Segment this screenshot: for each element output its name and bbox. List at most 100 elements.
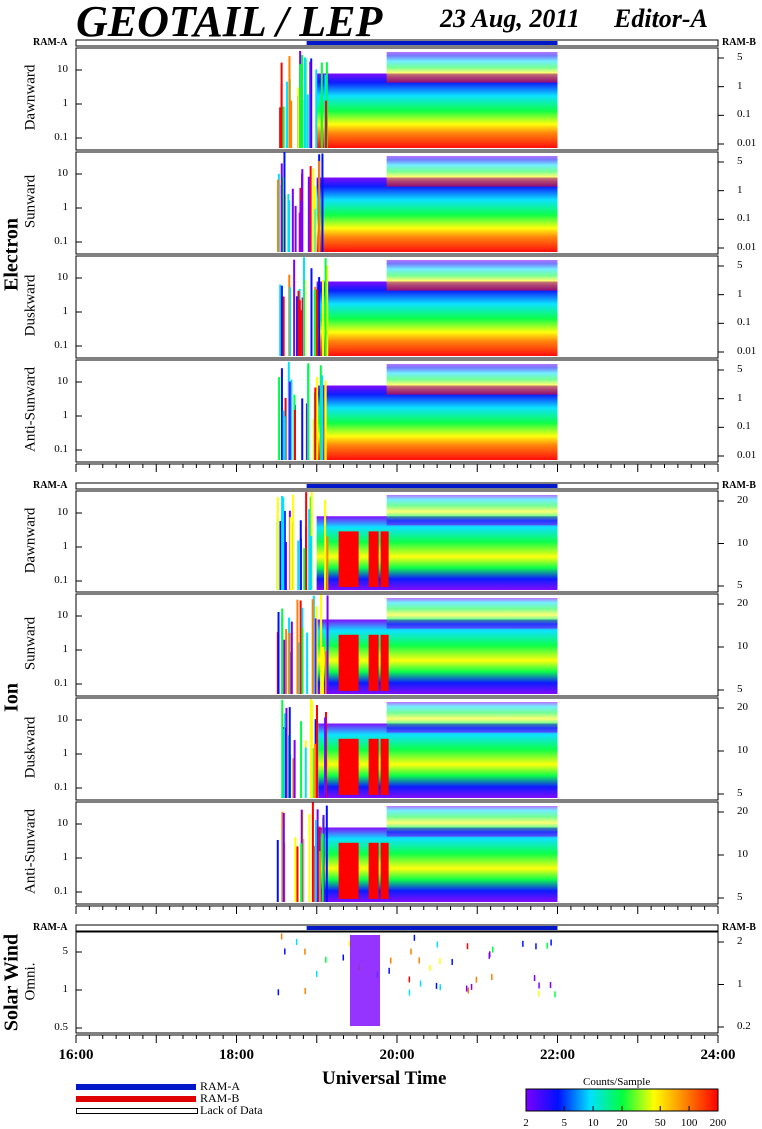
data-streak — [306, 94, 309, 148]
data-streak — [276, 839, 279, 902]
data-streak — [475, 976, 478, 983]
data-streak — [279, 521, 282, 590]
data-streak — [321, 833, 324, 902]
data-streak — [429, 964, 431, 971]
data-streak — [279, 284, 282, 356]
data-streak — [312, 595, 315, 694]
y-tick-label: 10 — [57, 375, 68, 387]
data-streak — [322, 280, 325, 356]
heatmap-upper — [386, 806, 558, 837]
data-streak — [318, 851, 321, 902]
data-streak — [301, 398, 304, 460]
right-tick-label: 20 — [737, 597, 748, 609]
heatmap-upper — [386, 156, 558, 187]
ram-a-label: RAM-A — [33, 922, 68, 933]
right-tick-label: 20 — [737, 805, 748, 817]
data-streak — [314, 743, 317, 798]
data-streak — [297, 540, 300, 590]
panel-label-sunward: Sunward — [22, 174, 39, 229]
data-streak — [292, 494, 295, 590]
legend-ram-b-label: RAM-B — [200, 1091, 240, 1105]
data-streak — [533, 975, 536, 982]
data-streak — [538, 982, 540, 989]
right-tick-label: 1 — [737, 977, 743, 990]
data-streak — [292, 758, 295, 798]
x-tick-label: 22:00 — [540, 1047, 575, 1063]
y-tick-label: 0.1 — [54, 235, 68, 247]
data-streak — [316, 970, 318, 977]
colorbar-tick-label: 100 — [680, 1117, 698, 1129]
data-streak — [325, 956, 327, 963]
y-tick-label: 1 — [62, 97, 69, 109]
heatmap-body — [316, 281, 558, 356]
data-streak — [309, 698, 312, 798]
right-tick-label: 10 — [737, 536, 748, 549]
ion-burst — [338, 842, 359, 899]
data-streak — [550, 939, 552, 946]
data-streak — [308, 813, 311, 902]
y-tick-label: 0.1 — [54, 574, 68, 586]
data-streak — [280, 368, 283, 460]
data-streak — [408, 976, 411, 983]
data-streak — [310, 268, 313, 356]
data-streak — [312, 168, 315, 252]
data-streak — [439, 958, 441, 965]
data-streak — [284, 948, 286, 955]
data-streak — [439, 984, 441, 991]
data-streak — [408, 989, 411, 996]
data-streak — [451, 958, 453, 965]
right-tick-label: 0.1 — [737, 420, 751, 433]
data-streak — [326, 536, 329, 590]
heatmap-upper — [386, 598, 558, 629]
legend-lack-of-data-bar — [76, 1108, 198, 1114]
data-streak — [299, 538, 302, 590]
heatmap-upper — [386, 495, 558, 526]
right-tick-label: 5 — [737, 155, 743, 167]
y-tick-label: 1 — [62, 409, 69, 421]
group-label-solar-wind: Solar Wind — [0, 933, 23, 1031]
heatmap-upper — [386, 702, 558, 733]
data-streak — [297, 290, 300, 356]
data-streak — [522, 940, 524, 947]
data-streak — [280, 285, 283, 356]
data-streak — [313, 289, 316, 356]
data-streak — [282, 497, 285, 590]
data-streak — [307, 176, 310, 252]
panel-frame — [75, 931, 719, 1034]
group-label-ion: Ion — [0, 682, 23, 712]
ion-burst — [338, 634, 359, 691]
y-tick-label: 10 — [57, 271, 68, 283]
data-streak — [467, 987, 470, 994]
panel-label-sunward: Sunward — [22, 616, 39, 671]
data-streak — [277, 612, 280, 694]
data-streak — [324, 717, 327, 798]
data-streak — [280, 163, 283, 252]
data-streak — [298, 300, 301, 356]
data-streak — [307, 363, 310, 460]
data-streak — [301, 627, 304, 694]
data-streak — [314, 387, 317, 460]
data-streak — [315, 289, 318, 356]
right-tick-label: 5 — [737, 683, 743, 695]
panel-label-anti-sunward: Anti-Sunward — [22, 809, 39, 894]
ram-b-label: RAM-B — [722, 37, 756, 48]
data-streak — [295, 938, 298, 945]
heatmap-upper — [386, 364, 558, 395]
colorbar-tick-label: 2 — [523, 1117, 529, 1129]
data-streak — [318, 277, 321, 356]
ion-burst — [380, 634, 389, 691]
data-streak — [305, 403, 308, 460]
data-streak — [537, 990, 540, 997]
data-streak — [311, 802, 314, 902]
panel-label-duskward: Duskward — [22, 716, 39, 779]
heatmap-upper — [386, 52, 558, 83]
y-tick-label: 10 — [57, 609, 68, 621]
data-streak — [297, 87, 300, 148]
ion-burst — [380, 738, 389, 795]
y-tick-label: 10 — [57, 817, 68, 829]
data-streak — [318, 160, 321, 252]
ram-a-label: RAM-A — [33, 37, 68, 48]
data-streak — [410, 948, 412, 955]
data-streak — [320, 594, 323, 694]
right-tick-label: 20 — [737, 494, 748, 506]
